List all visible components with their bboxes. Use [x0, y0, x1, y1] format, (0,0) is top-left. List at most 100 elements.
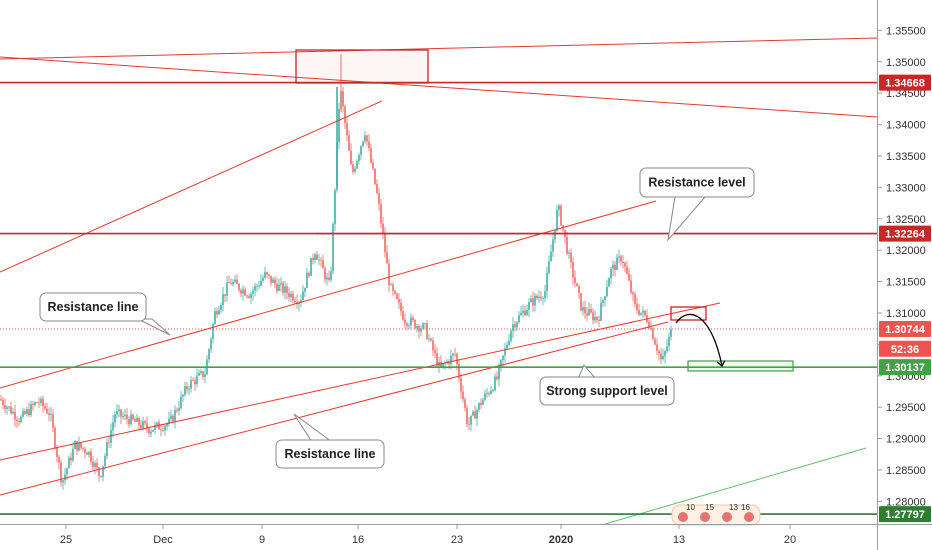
candle-down — [464, 399, 466, 408]
candle-up — [154, 424, 156, 431]
candle-up — [66, 468, 68, 475]
candle-up — [552, 239, 554, 252]
candle-up — [204, 374, 206, 377]
candle-up — [180, 396, 182, 408]
candle-down — [576, 283, 578, 287]
candle-down — [294, 300, 296, 302]
candle-down — [402, 311, 404, 320]
candle-up — [334, 190, 336, 225]
candle-down — [4, 404, 6, 409]
candle-down — [414, 320, 416, 329]
candle-up — [40, 398, 42, 403]
candle-down — [574, 277, 576, 284]
candle-up — [664, 351, 666, 357]
candle-up — [494, 376, 496, 391]
candle-up — [510, 330, 512, 341]
candle-up — [184, 386, 186, 395]
event-label: 10 — [686, 503, 695, 512]
candle-down — [346, 122, 348, 136]
candle-up — [30, 403, 32, 416]
candle-up — [168, 418, 170, 424]
candle-up — [20, 416, 22, 423]
candle-up — [522, 310, 524, 313]
price-tag-countdown: 52:36 — [879, 340, 931, 357]
x-tick-label: Dec — [153, 534, 173, 546]
candle-down — [448, 361, 450, 365]
x-tick-label: 25 — [60, 534, 72, 546]
candle-up — [642, 310, 644, 313]
candle-up — [310, 257, 312, 276]
candle-up — [250, 293, 252, 298]
plot-background — [0, 0, 877, 524]
candle-down — [238, 283, 240, 291]
price-tags: 1.34668 1.32264 1.30744 52:36 1.30137 1.27797 — [879, 74, 931, 523]
resistance-line-lower — [0, 321, 669, 496]
candle-up — [232, 281, 234, 285]
candle-up — [94, 463, 96, 468]
candle-down — [160, 429, 162, 431]
candle-up — [118, 409, 120, 412]
candle-up — [272, 279, 274, 283]
candle-up — [610, 268, 612, 279]
candle-up — [226, 282, 228, 296]
candle-up — [358, 154, 360, 161]
candle-up — [558, 205, 560, 210]
candle-up — [548, 261, 550, 274]
x-tick-label: 13 — [673, 534, 685, 546]
candle-up — [482, 399, 484, 405]
candle-up — [142, 421, 144, 428]
candle-up — [78, 443, 80, 451]
candle-up — [210, 338, 212, 350]
candle-down — [384, 233, 386, 253]
price-axis[interactable]: 1.35500 1.35000 1.34500 1.34000 1.33500 1.330… — [877, 25, 926, 508]
candle-down — [248, 296, 250, 298]
candle-down — [146, 423, 148, 429]
candle-up — [484, 393, 486, 400]
candle-down — [286, 286, 288, 294]
candle-down — [572, 262, 574, 278]
candle-down — [560, 205, 562, 226]
candle-down — [660, 353, 662, 360]
y-tick-label: 1.35500 — [886, 25, 926, 37]
candle-up — [8, 406, 10, 408]
candle-down — [658, 351, 660, 354]
candle-down — [14, 411, 16, 420]
candle-up — [234, 279, 236, 282]
price-tag-134668: 1.34668 — [879, 74, 931, 91]
candle-down — [654, 339, 656, 345]
candle-up — [114, 414, 116, 423]
candle-down — [56, 447, 58, 457]
annotation-strong-support: Strong support level — [539, 364, 675, 406]
support-trend-line — [604, 447, 867, 525]
candle-down — [48, 413, 50, 415]
candle-up — [298, 302, 300, 305]
candle-up — [390, 284, 392, 286]
price-tag-130744: 1.30744 — [879, 321, 931, 338]
candle-down — [70, 457, 72, 461]
candle-down — [176, 409, 178, 411]
candle-down — [386, 252, 388, 264]
time-axis[interactable]: 25 Dec 9 16 23 2020 13 20 — [60, 524, 796, 546]
price-tag-background — [879, 321, 931, 338]
candle-down — [426, 323, 428, 339]
candle-down — [126, 414, 128, 420]
candle-up — [410, 317, 412, 326]
candle-down — [186, 386, 188, 390]
candle-down — [388, 263, 390, 286]
candle-up — [306, 272, 308, 288]
candle-down — [120, 409, 122, 417]
candle-down — [656, 344, 658, 352]
candle-down — [24, 411, 26, 414]
candle-down — [228, 282, 230, 284]
candle-down — [292, 293, 294, 301]
candle-down — [434, 350, 436, 353]
candle-down — [590, 309, 592, 313]
x-tick-label: 23 — [451, 534, 463, 546]
candle-down — [144, 421, 146, 424]
candle-down — [308, 272, 310, 276]
candle-up — [178, 407, 180, 411]
candle-down — [158, 422, 160, 430]
candle-down — [58, 456, 60, 463]
candle-down — [514, 324, 516, 328]
